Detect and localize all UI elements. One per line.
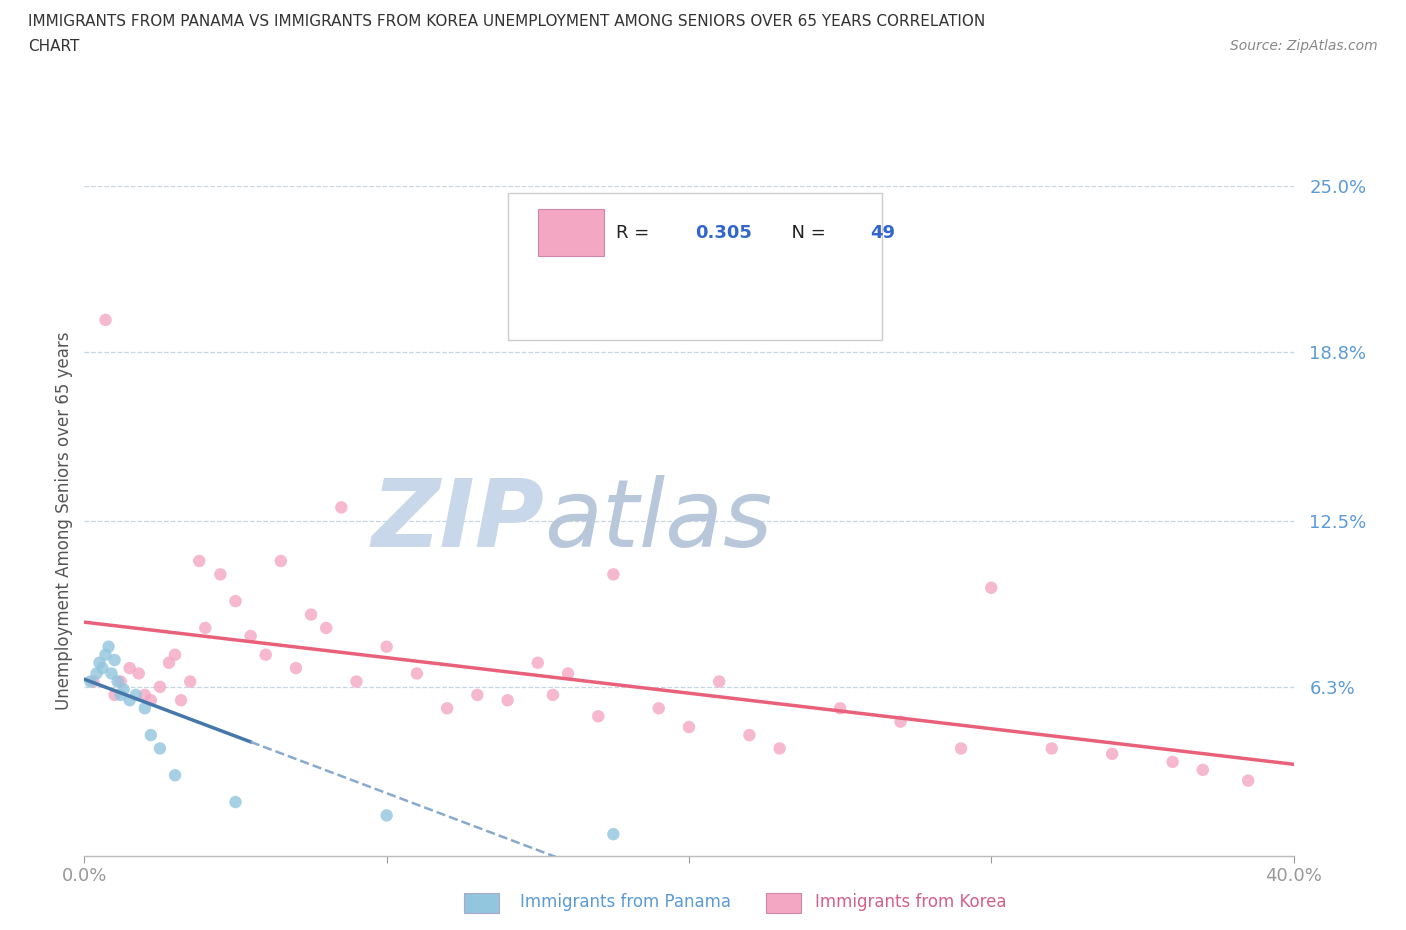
Point xyxy=(82,674,104,689)
Point xyxy=(330,500,353,515)
Point xyxy=(1101,747,1123,762)
Point xyxy=(1191,763,1213,777)
Point xyxy=(128,666,150,681)
Text: atlas: atlas xyxy=(544,475,772,566)
Point xyxy=(110,687,132,702)
Point xyxy=(588,709,610,724)
Point xyxy=(830,701,852,716)
Point xyxy=(79,674,101,689)
Text: N =: N = xyxy=(779,224,831,242)
Point xyxy=(157,656,180,671)
Point xyxy=(315,620,337,635)
Point xyxy=(86,666,108,681)
Point xyxy=(94,647,117,662)
Point xyxy=(436,701,458,716)
Point xyxy=(1040,741,1063,756)
Point xyxy=(89,656,111,671)
Point xyxy=(602,567,624,582)
Point xyxy=(1161,754,1184,769)
Text: Immigrants from Korea: Immigrants from Korea xyxy=(815,893,1007,911)
Point xyxy=(149,680,172,695)
Y-axis label: Unemployment Among Seniors over 65 years: Unemployment Among Seniors over 65 years xyxy=(55,332,73,710)
Point xyxy=(134,701,156,716)
Point xyxy=(678,720,700,735)
Text: 49: 49 xyxy=(870,224,896,242)
Point xyxy=(602,827,624,842)
Point xyxy=(496,693,519,708)
Point xyxy=(346,674,368,689)
Point xyxy=(110,674,132,689)
Point xyxy=(406,666,429,681)
Point xyxy=(254,647,277,662)
Text: ZIP: ZIP xyxy=(371,475,544,566)
Point xyxy=(467,687,489,702)
Point xyxy=(980,580,1002,595)
FancyBboxPatch shape xyxy=(538,209,605,257)
Point xyxy=(112,682,135,697)
Point xyxy=(890,714,912,729)
Point xyxy=(139,693,162,708)
Point xyxy=(239,629,262,644)
Point xyxy=(179,674,201,689)
Point xyxy=(125,687,148,702)
Point xyxy=(97,639,120,654)
Point xyxy=(104,653,127,668)
Point xyxy=(107,674,129,689)
Point xyxy=(375,639,398,654)
Text: IMMIGRANTS FROM PANAMA VS IMMIGRANTS FROM KOREA UNEMPLOYMENT AMONG SENIORS OVER : IMMIGRANTS FROM PANAMA VS IMMIGRANTS FRO… xyxy=(28,14,986,29)
Point xyxy=(950,741,973,756)
Point xyxy=(118,693,141,708)
Point xyxy=(163,647,186,662)
Point xyxy=(225,593,247,608)
Point xyxy=(118,660,141,675)
Point xyxy=(188,553,211,568)
Point xyxy=(149,741,172,756)
Point xyxy=(647,701,671,716)
Point xyxy=(270,553,292,568)
Point xyxy=(91,660,114,675)
Text: 0.305: 0.305 xyxy=(695,224,752,242)
Point xyxy=(163,768,186,783)
Point xyxy=(769,741,792,756)
Point xyxy=(170,693,193,708)
Point xyxy=(299,607,322,622)
Point xyxy=(709,674,731,689)
Point xyxy=(284,660,308,675)
Point xyxy=(1237,773,1260,788)
Point xyxy=(104,687,127,702)
Text: Source: ZipAtlas.com: Source: ZipAtlas.com xyxy=(1230,39,1378,53)
Text: CHART: CHART xyxy=(28,39,80,54)
Point xyxy=(194,620,217,635)
Point xyxy=(375,808,398,823)
Point xyxy=(541,687,564,702)
Point xyxy=(526,656,548,671)
Text: R =: R = xyxy=(616,224,655,242)
Point xyxy=(209,567,232,582)
Point xyxy=(557,666,579,681)
Text: Immigrants from Panama: Immigrants from Panama xyxy=(520,893,731,911)
FancyBboxPatch shape xyxy=(508,193,883,340)
Point xyxy=(134,687,156,702)
Point xyxy=(100,666,122,681)
Point xyxy=(139,727,162,742)
Point xyxy=(225,794,247,809)
Point xyxy=(94,312,117,327)
Point xyxy=(738,727,761,742)
